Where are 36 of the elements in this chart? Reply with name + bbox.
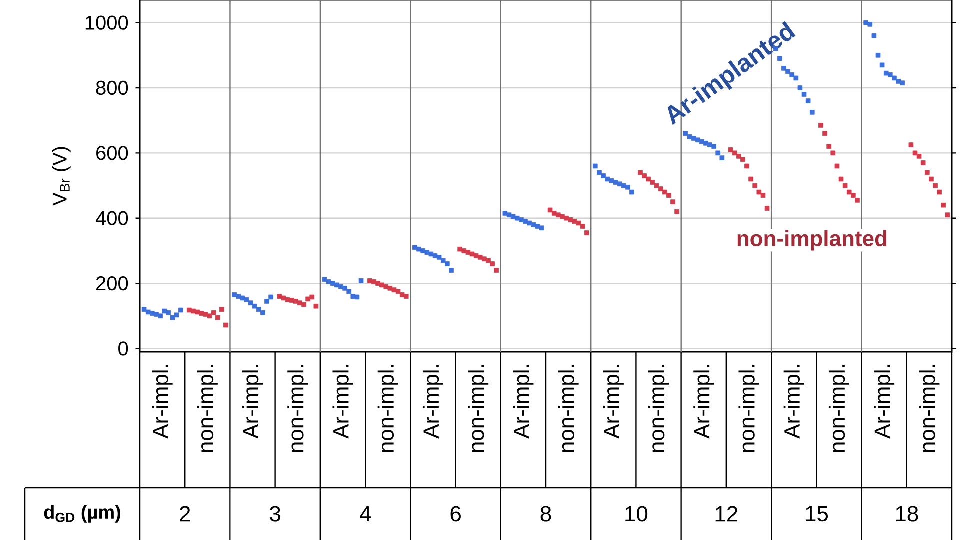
x-tick-label: Ar-impl. bbox=[784, 365, 804, 439]
x-tick-label: Ar-impl. bbox=[874, 365, 895, 439]
x-tick-label: non-impl. bbox=[919, 365, 940, 452]
y-tick-label: 600 bbox=[96, 146, 128, 160]
text: 15 bbox=[806, 506, 828, 522]
text: 12 bbox=[716, 506, 738, 522]
text: d$_{GD}$ (µm) bbox=[44, 505, 120, 523]
x-tick-label: non-impl. bbox=[197, 365, 218, 452]
y-tick-label: 0 bbox=[118, 342, 128, 356]
y-tick-label: 1000 bbox=[86, 16, 128, 30]
x-tick-label: Ar-impl. bbox=[422, 365, 444, 439]
y-tick-label: 400 bbox=[96, 211, 128, 226]
x-tick-label: non-impl. bbox=[558, 365, 579, 452]
x-tick-label: Ar-impl. bbox=[603, 365, 624, 439]
x-tick-label: Ar-impl. bbox=[694, 365, 714, 439]
text: 18 bbox=[896, 506, 918, 522]
text: 8 bbox=[540, 506, 552, 522]
y-tick-label: 200 bbox=[96, 276, 128, 291]
x-tick-label: non-impl. bbox=[738, 365, 760, 452]
x-tick-label: non-impl. bbox=[288, 365, 308, 452]
annotation: non-implanted bbox=[738, 230, 886, 251]
text: 4 bbox=[360, 506, 372, 522]
text: 10 bbox=[626, 506, 648, 522]
x-tick-label: Ar-impl. bbox=[513, 365, 534, 439]
y-axis-title: V$_{Br}$ (V) bbox=[52, 147, 71, 206]
x-tick-label: Ar-impl. bbox=[242, 365, 264, 439]
x-tick-label: Ar-impl. bbox=[152, 365, 173, 439]
x-tick-label: Ar-impl. bbox=[332, 365, 354, 439]
x-tick-label: non-impl. bbox=[378, 365, 398, 452]
text: 2 bbox=[180, 506, 190, 522]
x-tick-label: non-impl. bbox=[828, 365, 850, 452]
y-tick-label: 800 bbox=[96, 80, 128, 96]
text: 6 bbox=[450, 506, 461, 522]
x-tick-label: non-impl. bbox=[468, 365, 489, 452]
x-tick-label: non-impl. bbox=[648, 365, 670, 452]
text: 3 bbox=[270, 506, 280, 522]
